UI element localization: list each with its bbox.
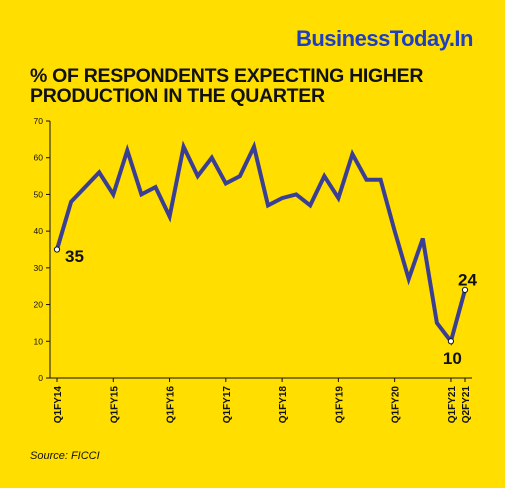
y-tick-label: 40 xyxy=(34,226,44,236)
data-label: 10 xyxy=(443,349,462,368)
x-tick-label: Q1FY20 xyxy=(391,386,402,424)
x-tick-label: Q1FY14 xyxy=(53,386,64,424)
x-tick-label: Q1FY16 xyxy=(166,386,177,424)
series-line xyxy=(55,140,467,346)
data-label: 24 xyxy=(458,270,477,289)
y-tick-label: 30 xyxy=(34,263,44,273)
data-label: 35 xyxy=(65,247,84,266)
y-tick-label: 20 xyxy=(34,300,44,310)
y-tick-label: 10 xyxy=(34,336,44,346)
series-group xyxy=(55,140,467,346)
x-tick-label: Q1FY19 xyxy=(334,386,345,424)
x-axis: Q1FY14 Q1FY15 Q1FY16 Q1FY17 Q1FY18 Q1FY19 Q1FY… xyxy=(50,377,472,424)
data-point-marker xyxy=(53,246,61,253)
y-tick-label: 60 xyxy=(34,153,44,163)
y-axis: 0 10 20 30 40 50 60 70 xyxy=(34,116,51,383)
x-tick-label: Q1FY18 xyxy=(278,386,289,424)
y-tick-label: 0 xyxy=(38,373,43,383)
data-point-marker xyxy=(461,286,469,293)
brand-logo: BusinessToday.In xyxy=(295,26,474,51)
y-tick-label: 70 xyxy=(34,116,44,126)
x-tick-label: Q1FY21 xyxy=(447,386,458,424)
data-labels: 35 10 24 xyxy=(53,246,477,368)
data-point-marker xyxy=(447,338,455,345)
x-tick-label: Q2FY21 xyxy=(461,386,472,424)
x-tick-label: Q1FY15 xyxy=(109,386,120,424)
chart-title: % OF RESPONDENTS EXPECTING HIGHER PRODUC… xyxy=(30,65,424,107)
y-tick-label: 50 xyxy=(34,189,44,199)
x-tick-label: Q1FY17 xyxy=(222,386,233,424)
source-note: Source: FICCI xyxy=(30,450,100,462)
